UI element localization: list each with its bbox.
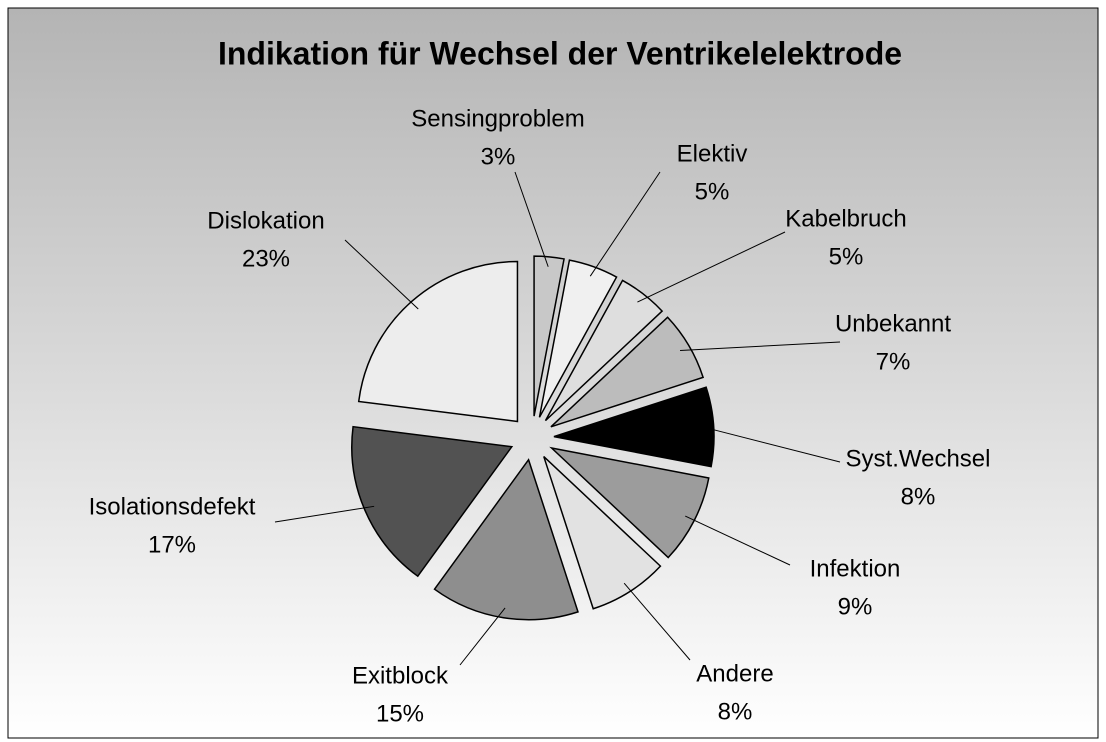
leader-line <box>459 607 506 666</box>
pie-slice <box>351 425 514 578</box>
leader-line <box>274 505 375 523</box>
slice-value-label: 5% <box>829 243 864 270</box>
leader-line <box>680 341 841 351</box>
leader-line <box>589 171 661 277</box>
pie-slice <box>543 456 662 610</box>
slice-label: Syst.Wechsel <box>846 445 991 472</box>
slice-label: Kabelbruch <box>785 205 906 232</box>
slice-value-label: 9% <box>838 593 873 620</box>
slice-value-label: 8% <box>901 483 936 510</box>
pie-slice <box>550 316 705 428</box>
slice-value-label: 17% <box>148 531 196 558</box>
pie-slice <box>544 279 664 422</box>
slice-value-label: 8% <box>718 698 753 725</box>
slice-label: Unbekannt <box>835 310 951 337</box>
pie-slice <box>433 458 579 621</box>
slice-label: Infektion <box>810 555 901 582</box>
slice-label: Isolationsdefekt <box>89 493 256 520</box>
leader-line <box>344 239 419 310</box>
slice-label: Dislokation <box>207 207 324 234</box>
slice-value-label: 5% <box>695 178 730 205</box>
pie-slice <box>533 255 565 417</box>
slice-label: Exitblock <box>352 662 449 689</box>
slice-label: Sensingproblem <box>411 105 584 132</box>
slice-label: Elektiv <box>677 140 748 167</box>
pie-slice <box>538 259 618 418</box>
slice-label: Andere <box>696 660 773 687</box>
leader-line <box>637 231 786 303</box>
chart-title: Indikation für Wechsel der Ventrikelelek… <box>218 35 902 71</box>
leader-line <box>685 515 791 566</box>
slice-value-label: 7% <box>876 348 911 375</box>
leader-line <box>623 582 691 661</box>
pie-slice <box>553 386 715 468</box>
slice-value-label: 15% <box>376 700 424 727</box>
slice-value-label: 23% <box>242 245 290 272</box>
slice-value-label: 3% <box>481 143 516 170</box>
leader-line <box>703 426 841 463</box>
leader-line <box>514 171 549 267</box>
pie-slice <box>357 260 519 423</box>
